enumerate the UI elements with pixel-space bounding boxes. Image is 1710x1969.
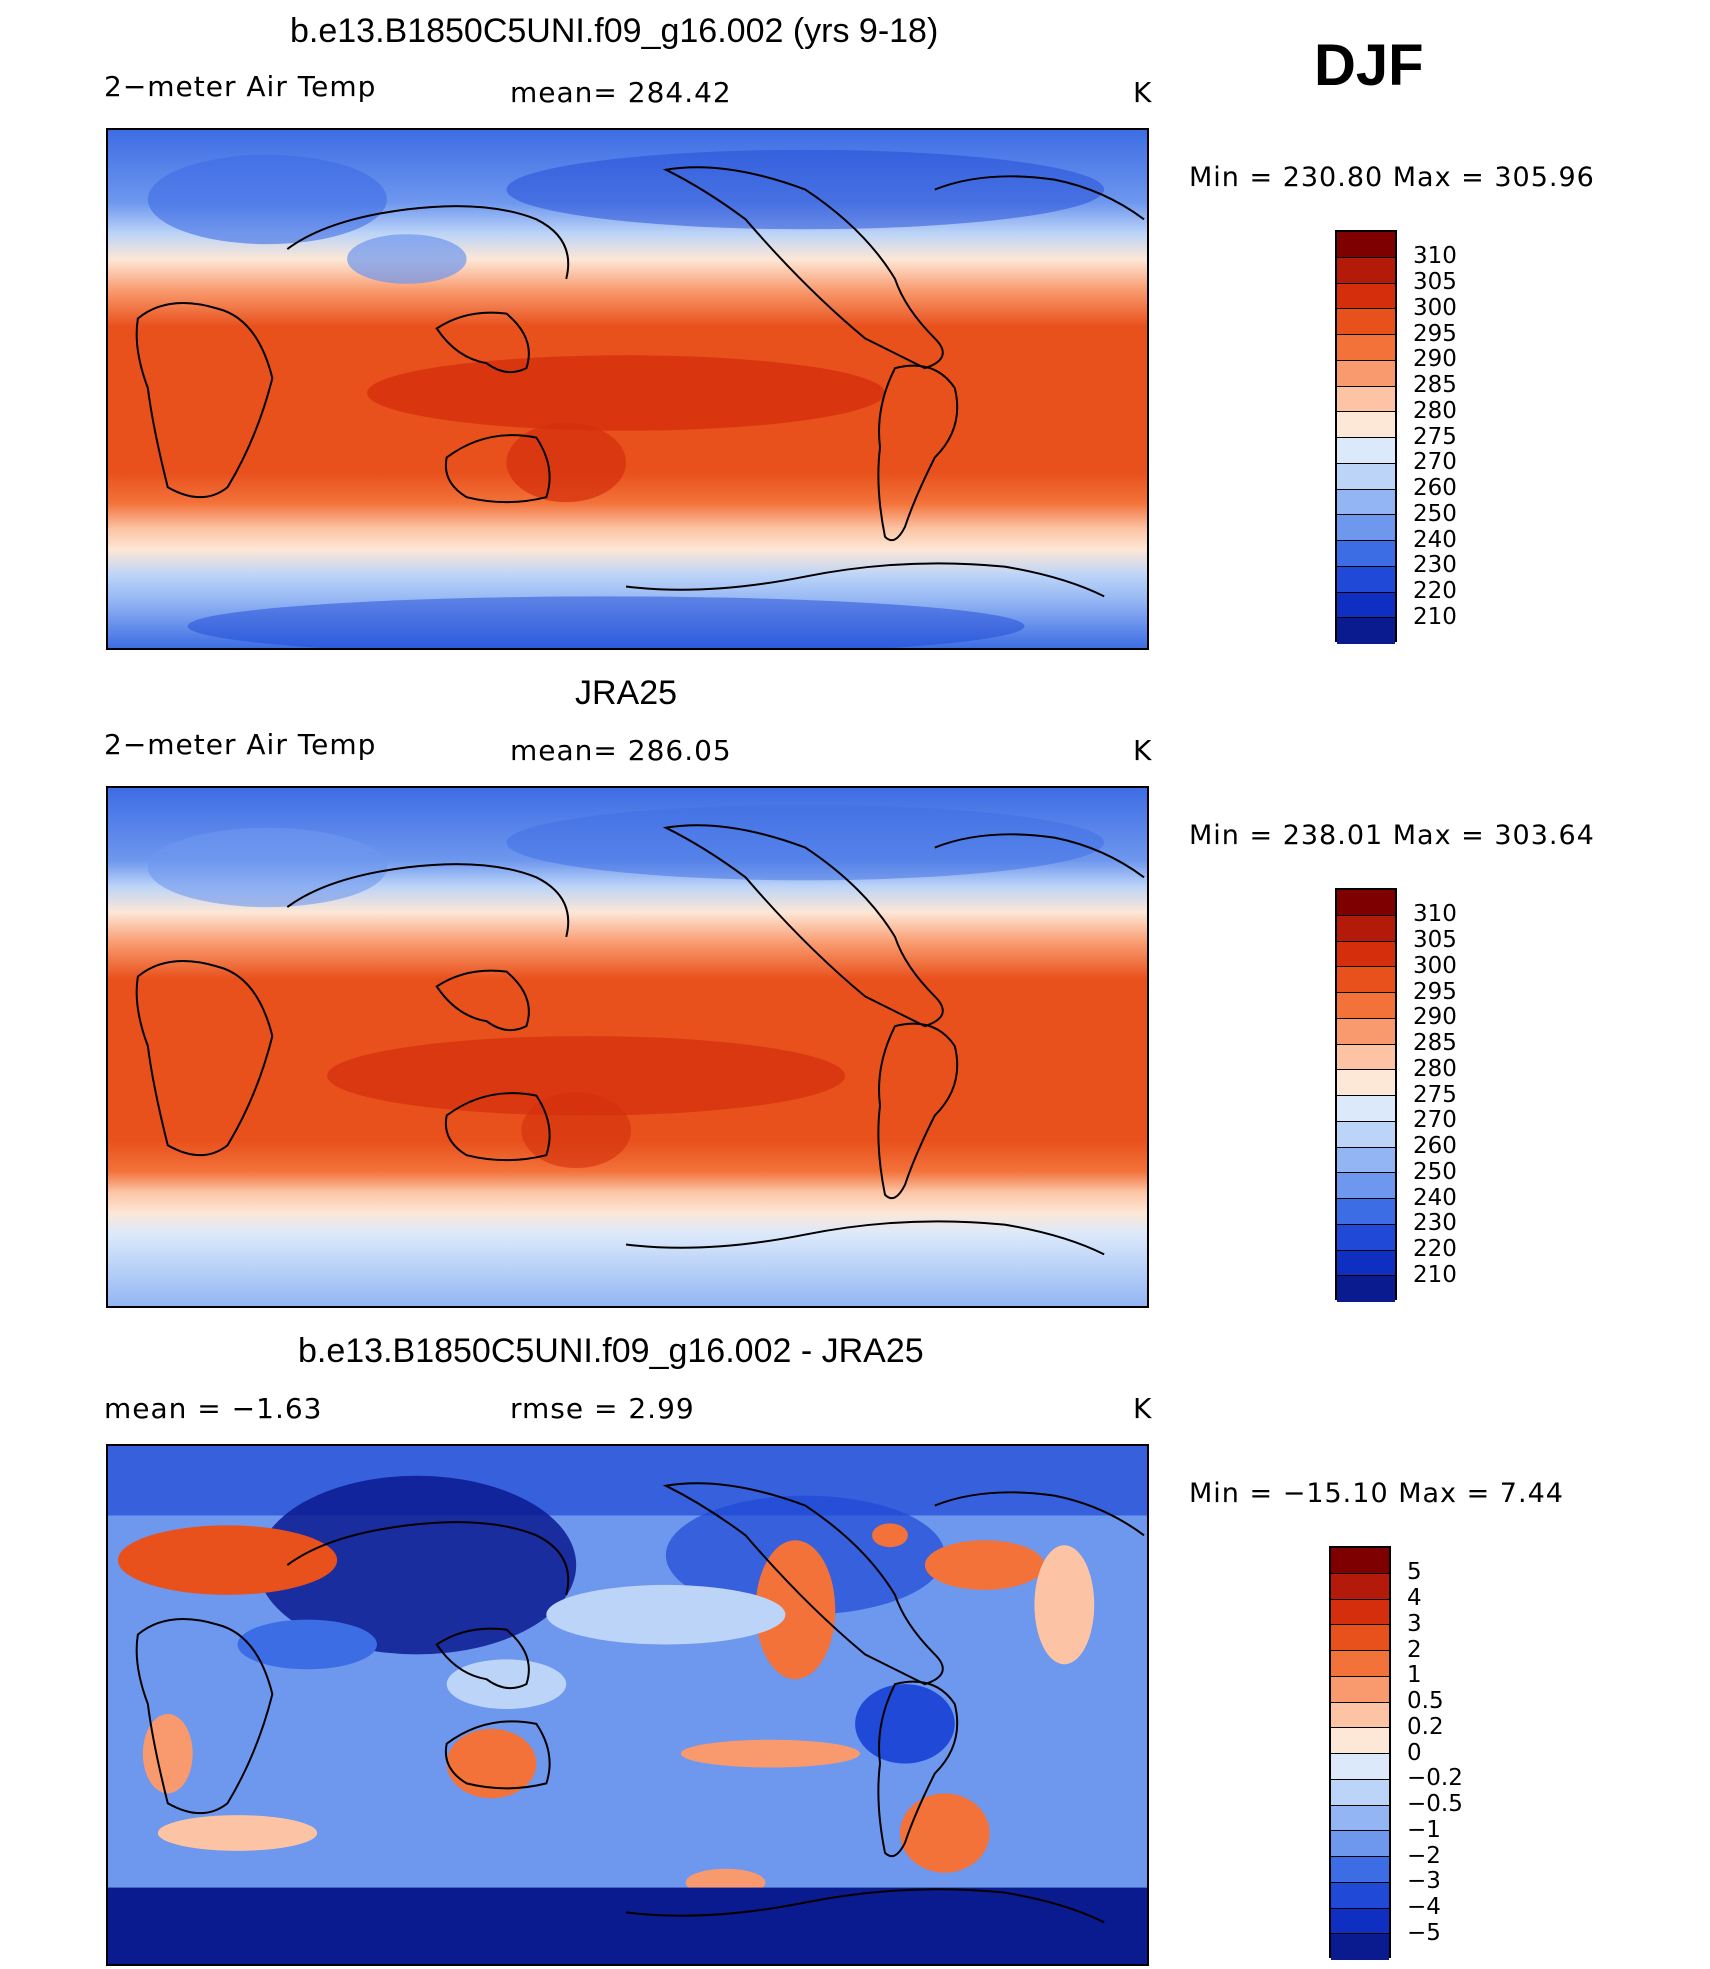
panel1-variable-label: 2−meter Air Temp (104, 70, 377, 103)
colorbar-tick: 285 (1413, 372, 1457, 398)
colorbar-tick: −4 (1407, 1894, 1441, 1920)
colorbar-tick: 250 (1413, 501, 1457, 527)
colorbar-tick: 275 (1413, 424, 1457, 450)
temperature-colorbar-1: 310 305 300 295 290 285 280 275 270 260 … (1335, 230, 1535, 644)
colorbar-tick: −3 (1407, 1868, 1441, 1894)
colorbar-tick: 300 (1413, 953, 1457, 979)
panel3-rmse-label: rmse = 2.99 (510, 1392, 695, 1425)
colorbar-tick: 295 (1413, 979, 1457, 1005)
panel2-minmax: Min = 238.01 Max = 303.64 (1189, 820, 1595, 851)
colorbar-tick: 210 (1413, 604, 1457, 630)
colorbar-tick: 300 (1413, 295, 1457, 321)
panel1-units-label: K (1133, 76, 1153, 109)
colorbar-tick: 290 (1413, 346, 1457, 372)
colorbar-swatches (1329, 1546, 1391, 1960)
difference-colorbar: 5 4 3 2 1 0.5 0.2 0 −0.2 −0.5 −1 −2 −3 −… (1329, 1546, 1529, 1960)
colorbar-tick: 270 (1413, 1107, 1457, 1133)
colorbar-swatches (1335, 888, 1397, 1302)
model-temperature-map (106, 128, 1149, 650)
panel3-mean-label: mean = −1.63 (104, 1392, 323, 1425)
panel2-title: JRA25 (575, 674, 678, 712)
colorbar-tick: 305 (1413, 269, 1457, 295)
panel1-mean-label: mean= 284.42 (510, 76, 732, 109)
colorbar-tick: 305 (1413, 927, 1457, 953)
colorbar-tick: 240 (1413, 527, 1457, 553)
colorbar-tick: 4 (1407, 1585, 1422, 1611)
colorbar-tick: 3 (1407, 1611, 1422, 1637)
panel2-mean-label: mean= 286.05 (510, 734, 732, 767)
colorbar-tick: −1 (1407, 1817, 1441, 1843)
colorbar-tick: 295 (1413, 321, 1457, 347)
colorbar-tick: 285 (1413, 1030, 1457, 1056)
colorbar-tick: 260 (1413, 1133, 1457, 1159)
colorbar-tick: 1 (1407, 1662, 1422, 1688)
colorbar-tick: −2 (1407, 1843, 1441, 1869)
temperature-colorbar-2: 310 305 300 295 290 285 280 275 270 260 … (1335, 888, 1535, 1302)
colorbar-tick: 240 (1413, 1185, 1457, 1211)
panel3-title: b.e13.B1850C5UNI.f09_g16.002 - JRA25 (298, 1332, 924, 1370)
colorbar-tick: 290 (1413, 1004, 1457, 1030)
colorbar-tick: 270 (1413, 449, 1457, 475)
colorbar-tick: 0.5 (1407, 1688, 1444, 1714)
colorbar-tick: 0 (1407, 1740, 1422, 1766)
colorbar-tick: 260 (1413, 475, 1457, 501)
panel2-variable-label: 2−meter Air Temp (104, 728, 377, 761)
colorbar-swatches (1335, 230, 1397, 644)
colorbar-tick: 0.2 (1407, 1714, 1444, 1740)
colorbar-tick: 280 (1413, 398, 1457, 424)
colorbar-tick: 310 (1413, 901, 1457, 927)
difference-map (106, 1444, 1149, 1966)
panel1-title: b.e13.B1850C5UNI.f09_g16.002 (yrs 9-18) (290, 12, 939, 50)
colorbar-tick: −5 (1407, 1920, 1441, 1946)
colorbar-tick: 2 (1407, 1637, 1422, 1663)
colorbar-tick: 280 (1413, 1056, 1457, 1082)
colorbar-tick: 230 (1413, 552, 1457, 578)
colorbar-tick: −0.5 (1407, 1791, 1463, 1817)
colorbar-tick: 220 (1413, 578, 1457, 604)
colorbar-tick: 220 (1413, 1236, 1457, 1262)
season-label: DJF (1314, 33, 1424, 98)
colorbar-tick: 310 (1413, 243, 1457, 269)
colorbar-tick: 210 (1413, 1262, 1457, 1288)
colorbar-tick: 230 (1413, 1210, 1457, 1236)
panel2-units-label: K (1133, 734, 1153, 767)
reanalysis-temperature-map (106, 786, 1149, 1308)
panel3-units-label: K (1133, 1392, 1153, 1425)
panel1-minmax: Min = 230.80 Max = 305.96 (1189, 162, 1595, 193)
colorbar-tick: −0.2 (1407, 1765, 1463, 1791)
colorbar-tick: 275 (1413, 1082, 1457, 1108)
colorbar-tick: 5 (1407, 1559, 1422, 1585)
colorbar-tick: 250 (1413, 1159, 1457, 1185)
panel3-minmax: Min = −15.10 Max = 7.44 (1189, 1478, 1564, 1509)
